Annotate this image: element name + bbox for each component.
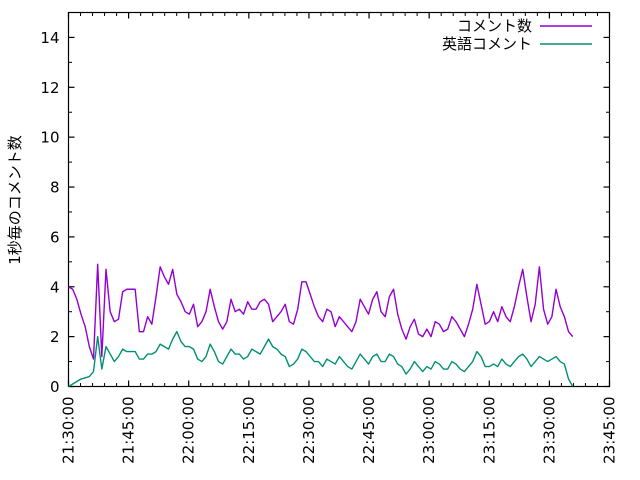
legend-label-1: コメント数 [457,17,532,35]
axis-tick-marks [67,12,611,388]
y-axis-tick-label: 12 [40,79,59,97]
plot-frame [67,11,611,388]
y-axis-tick-label: 8 [50,179,60,197]
y-axis-tick-label: 14 [40,29,59,47]
data-series-group [68,263,574,388]
y-axis-tick-label: 2 [50,328,60,346]
x-axis-tick-label: 22:15:00 [240,397,258,464]
legend-label-2: 英語コメント [442,35,532,53]
x-axis-tick-label: 23:15:00 [480,397,498,464]
series-line-1 [68,263,574,360]
x-axis-tick-label: 23:45:00 [601,397,619,464]
series-line-2 [68,330,574,388]
y-axis-tick-labels: 0 2 4 6 8 10 12 14 [40,29,59,396]
y-axis-tick-label: 6 [50,228,60,246]
x-axis-tick-label: 22:45:00 [360,397,378,464]
x-axis-tick-label: 23:30:00 [540,397,558,464]
y-axis-tick-label: 10 [40,129,59,147]
x-axis-tick-label: 22:00:00 [180,397,198,464]
y-axis-title: 1秒毎のコメント数 [6,135,24,265]
x-axis-tick-label: 22:30:00 [300,397,318,464]
x-axis-tick-label: 21:30:00 [60,397,78,464]
y-axis-tick-label: 0 [50,378,60,396]
y-axis-tick-label: 4 [50,278,60,296]
x-axis-tick-label: 21:45:00 [120,397,138,464]
x-axis-tick-label: 23:00:00 [420,397,438,464]
x-axis-tick-labels: 21:30:00 21:45:00 22:00:00 22:15:00 22:30:00… [60,397,619,464]
